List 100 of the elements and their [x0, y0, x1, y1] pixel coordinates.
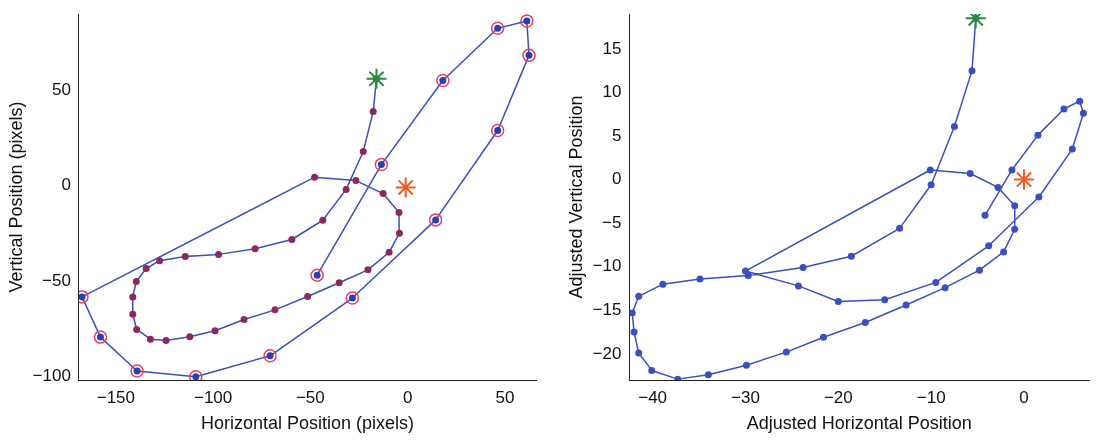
- point: [635, 349, 643, 357]
- y-axis-title: Adjusted Vertical Position: [565, 95, 586, 299]
- point: [847, 252, 855, 260]
- point: [696, 275, 704, 283]
- point: [994, 183, 1002, 191]
- point: [394, 176, 417, 199]
- point: [819, 333, 827, 341]
- point: [271, 306, 279, 314]
- x-tick-label: −150: [96, 387, 135, 407]
- x-tick-label: −20: [823, 387, 853, 407]
- y-tick-label: 15: [602, 38, 622, 58]
- y-axis-title: Vertical Position (pixels): [5, 101, 26, 293]
- y-tick-label: −5: [602, 212, 622, 232]
- point: [1079, 109, 1087, 117]
- point: [648, 366, 656, 374]
- point: [1008, 166, 1016, 174]
- point: [782, 348, 790, 356]
- point: [319, 216, 327, 224]
- point: [395, 229, 403, 237]
- point: [1000, 248, 1008, 256]
- point: [142, 264, 150, 272]
- x-tick-label: −40: [638, 387, 668, 407]
- point: [490, 123, 505, 138]
- point: [932, 278, 940, 286]
- point: [902, 301, 910, 309]
- x-tick-label: 0: [402, 387, 413, 407]
- point: [659, 280, 667, 288]
- point: [881, 296, 889, 304]
- point: [741, 267, 749, 275]
- point: [240, 316, 248, 324]
- x-axis-title: Horizontal Position (pixels): [200, 413, 414, 434]
- point: [834, 298, 842, 306]
- point: [1011, 202, 1019, 210]
- point: [352, 177, 360, 185]
- point: [629, 309, 636, 317]
- point: [630, 328, 638, 336]
- point: [146, 335, 154, 343]
- x-axis-title: Adjusted Horizontal Position: [746, 413, 972, 434]
- point: [490, 21, 505, 36]
- x-tick-label: −50: [295, 387, 325, 407]
- point: [93, 330, 108, 344]
- point: [129, 310, 137, 318]
- point: [342, 185, 350, 193]
- point: [1060, 105, 1068, 113]
- y-tick-label: −20: [592, 343, 622, 363]
- point: [133, 325, 141, 333]
- x-tick-label: −100: [193, 387, 233, 407]
- point: [635, 292, 643, 300]
- y-tick-label: 5: [611, 125, 622, 145]
- point: [288, 236, 296, 244]
- y-tick-label: 0: [611, 169, 622, 189]
- point: [385, 248, 393, 256]
- point: [966, 169, 974, 177]
- point: [941, 284, 949, 292]
- point: [129, 293, 137, 301]
- point: [215, 250, 223, 258]
- point: [186, 333, 194, 341]
- point: [428, 213, 443, 227]
- point: [181, 252, 189, 260]
- point: [1011, 225, 1019, 233]
- point: [968, 67, 976, 75]
- point: [975, 266, 983, 274]
- point: [926, 166, 934, 174]
- point: [794, 282, 802, 290]
- point: [436, 73, 450, 88]
- point: [365, 67, 388, 90]
- point: [1068, 145, 1076, 153]
- point: [1013, 168, 1036, 191]
- y-tick-label: 0: [61, 175, 71, 195]
- point: [162, 337, 170, 345]
- point: [861, 318, 869, 326]
- point: [359, 147, 367, 155]
- point: [927, 181, 935, 189]
- point: [364, 266, 372, 274]
- point: [335, 279, 343, 287]
- y-tick-label: −10: [592, 256, 622, 276]
- y-tick-label: −15: [592, 299, 622, 319]
- point: [1035, 193, 1043, 201]
- x-tick-label: 50: [495, 387, 515, 407]
- point: [251, 245, 259, 253]
- y-tick-label: 50: [51, 79, 71, 99]
- point: [1034, 131, 1042, 139]
- point: [981, 211, 989, 219]
- x-tick-label: −10: [916, 387, 946, 407]
- point: [374, 157, 389, 172]
- point: [311, 173, 319, 181]
- point: [896, 224, 904, 232]
- point: [304, 293, 312, 301]
- y-tick-label: −50: [42, 270, 71, 290]
- point: [156, 257, 164, 265]
- point: [799, 264, 807, 272]
- point: [379, 190, 387, 198]
- point: [522, 48, 536, 63]
- point: [345, 291, 360, 305]
- point: [132, 277, 140, 285]
- point: [1076, 97, 1084, 105]
- point: [742, 361, 750, 369]
- point: [704, 371, 712, 379]
- point: [985, 242, 993, 250]
- point: [369, 108, 377, 116]
